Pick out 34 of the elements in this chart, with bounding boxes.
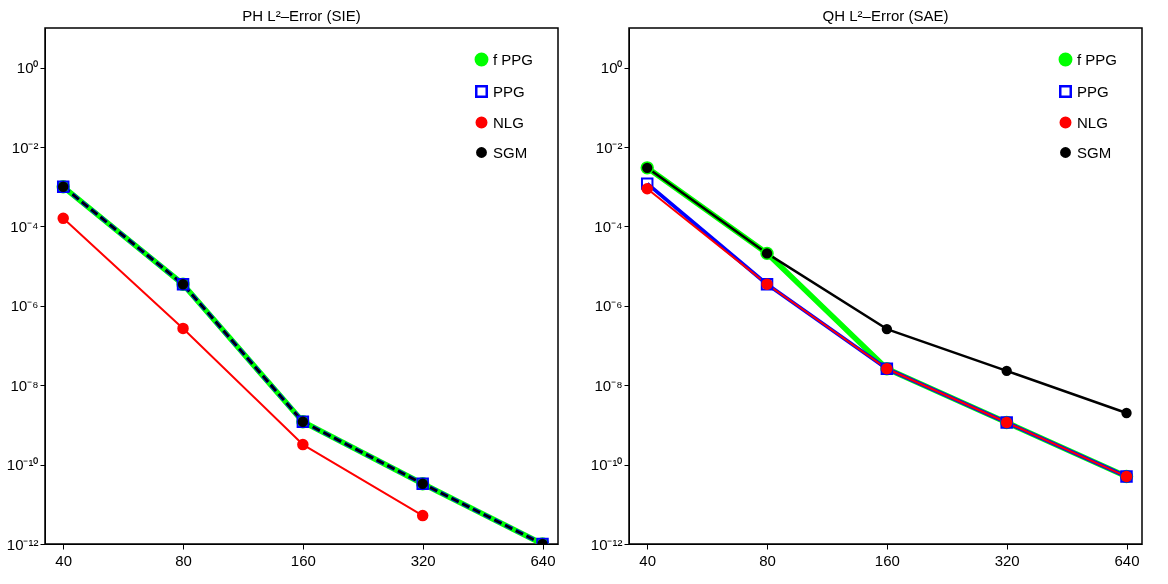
x-tick-label: 40 xyxy=(639,551,657,569)
y-tick-label: 10⁻⁶ xyxy=(594,297,623,315)
y-tick-label: 10⁰ xyxy=(600,59,623,77)
legend-label: NLG xyxy=(1077,113,1108,131)
x-tick-label: 80 xyxy=(175,551,192,569)
chart-title: QH L²–Error (SAE) xyxy=(822,7,949,24)
x-tick-label: 640 xyxy=(530,551,556,569)
x-tick-label: 320 xyxy=(994,551,1020,569)
x-tick-label: 80 xyxy=(759,551,776,569)
y-tick-label: 10⁻⁸ xyxy=(594,376,623,394)
chart-title: PH L²–Error (SIE) xyxy=(242,7,361,24)
legend-label: SGM xyxy=(1077,143,1112,161)
legend-label: NLG xyxy=(493,113,524,131)
x-tick-label: 160 xyxy=(290,551,316,569)
legend-label: f PPG xyxy=(1077,50,1118,68)
x-tick-label: 40 xyxy=(55,551,73,569)
y-tick-label: 10⁻² xyxy=(595,138,623,156)
y-tick-label: 10⁻¹⁰ xyxy=(590,456,623,474)
y-tick-label: 10⁻⁸ xyxy=(10,376,39,394)
y-tick-label: 10⁻⁴ xyxy=(10,217,39,235)
y-tick-label: 10⁰ xyxy=(16,59,39,77)
x-tick-label: 640 xyxy=(1114,551,1140,569)
legend-label: PPG xyxy=(493,82,525,100)
legend-label: f PPG xyxy=(493,50,534,68)
legend-label: PPG xyxy=(1077,82,1109,100)
y-tick-label: 10⁻⁶ xyxy=(10,297,39,315)
legend-label: SGM xyxy=(493,143,528,161)
y-tick-label: 10⁻² xyxy=(11,138,39,156)
x-tick-label: 320 xyxy=(410,551,436,569)
y-tick-label: 10⁻¹² xyxy=(6,535,39,553)
y-tick-label: 10⁻¹⁰ xyxy=(6,456,39,474)
y-tick-label: 10⁻⁴ xyxy=(594,217,623,235)
x-tick-label: 160 xyxy=(874,551,900,569)
y-tick-label: 10⁻¹² xyxy=(590,535,623,553)
